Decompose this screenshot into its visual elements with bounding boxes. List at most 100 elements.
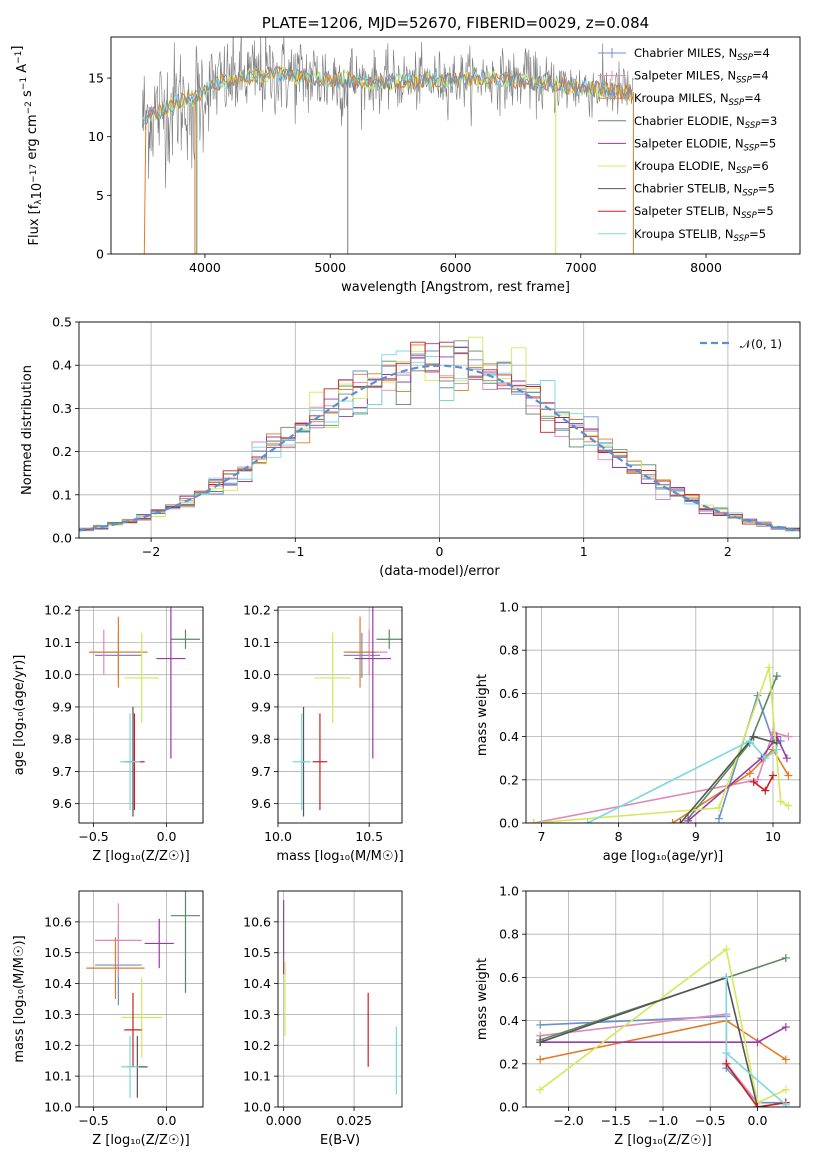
y-tick-label: 10.1 (44, 635, 72, 650)
y-tick-label: 15 (88, 71, 104, 86)
mass-vs-ebv-axes: 0.000 0.025 10.0 10.1 10.2 10.3 10.4 10.5 10.6 (243, 891, 402, 1128)
x-tick-label: 2 (724, 544, 732, 559)
weight-marker (536, 1038, 545, 1047)
weight-line (539, 947, 787, 1104)
ylabel-part: 10 (30, 183, 45, 200)
legend-label-sub: SSP (745, 121, 761, 131)
x-tick-label: 0.025 (336, 1113, 372, 1128)
y-tick-label: 10.1 (243, 1069, 271, 1084)
y-tick-label: 0.4 (499, 729, 519, 744)
weight-marker (714, 803, 723, 812)
legend-label: Salpeter STELIB, NSSP=5 (634, 204, 774, 221)
model-spectrum-line (141, 65, 633, 127)
y-tick-label: 10.6 (243, 914, 271, 929)
x-tick-label: −2.0 (553, 1113, 583, 1128)
weight-marker (772, 745, 781, 754)
legend-label-suffix: =4 (753, 46, 770, 60)
weight-marker (753, 1103, 762, 1107)
weight-marker (536, 1085, 545, 1094)
weight-marker (781, 953, 790, 962)
legend-label-suffix: =5 (757, 204, 774, 218)
observed-spectrum-line (142, 37, 634, 189)
y-tick-label: 10.4 (243, 976, 271, 991)
legend-label-suffix: =5 (758, 182, 775, 196)
weight-marker (765, 663, 774, 672)
weight-marker (784, 771, 793, 780)
residuals-ylabel: Normed distribution (20, 365, 35, 495)
legend-label-text: Chabrier STELIB, N (634, 182, 742, 196)
mass-vs-Z-points (86, 891, 201, 1098)
age-vs-mass-points (292, 607, 402, 817)
legend-label-sub: SSP (744, 143, 760, 153)
y-tick-label: 1.0 (499, 600, 519, 615)
weight-marker (722, 1049, 731, 1057)
weight-marker (781, 1085, 790, 1094)
weight-marker (761, 786, 770, 795)
weight-marker (768, 771, 777, 780)
weight-marker (781, 1100, 790, 1107)
legend-label: Kroupa STELIB, NSSP=5 (634, 227, 766, 244)
residuals-xlabel: (data-model)/error (379, 564, 500, 579)
x-tick-label: 0.0 (748, 1113, 768, 1128)
weight-line (587, 739, 778, 823)
weight-marker (745, 736, 754, 745)
weight-marker (781, 1023, 790, 1032)
y-tick-label: 10.4 (44, 976, 72, 991)
weight-marker (745, 769, 754, 778)
weight-marker (761, 754, 770, 763)
weight-marker (772, 672, 781, 681)
weight-marker (722, 945, 731, 954)
age-vs-mass-frame (277, 606, 403, 824)
y-tick-label: 9.9 (52, 699, 72, 714)
y-tick-label: 0 (96, 247, 104, 262)
spectrum-axes: 4000 5000 6000 7000 8000 0 5 10 15 (88, 71, 722, 275)
y-tick-label: 0.0 (499, 816, 519, 831)
legend-label-text: Kroupa MILES, N (634, 91, 729, 105)
normal-curve (79, 364, 800, 532)
y-tick-label: 9.7 (251, 764, 271, 779)
legend-label-suffix: =3 (760, 114, 777, 128)
weight-marker (749, 732, 758, 741)
y-tick-label: 10.1 (243, 635, 271, 650)
x-tick-label: 9 (692, 829, 700, 844)
weight-vs-Z-axes: −2.0 −1.5 −1.0 −0.5 0.0 0.0 0.2 0.4 0.6 0.8 1.0 (499, 884, 800, 1128)
legend-label-text: Chabrier MILES, N (634, 46, 737, 60)
weight-marker (784, 801, 793, 810)
ylabel-part: ] (10, 46, 25, 51)
ylabel-part: A (15, 64, 30, 77)
weight-marker (768, 728, 777, 737)
weight-marker (722, 1059, 731, 1068)
age-vs-Z-points (89, 607, 201, 817)
weight-marker (676, 819, 685, 823)
weight-marker (781, 1055, 790, 1064)
y-tick-label: 0.1 (52, 487, 72, 502)
ylabel-part: λ (34, 199, 44, 205)
x-tick-label: −1.0 (648, 1113, 678, 1128)
age-vs-Z-ylabel: age [log₁₀(age/yr)] (12, 655, 27, 776)
weight-line (540, 1013, 759, 1104)
x-tick-label: 7000 (565, 260, 597, 275)
x-tick-label: 4000 (189, 260, 221, 275)
y-tick-label: 0.2 (499, 772, 519, 787)
ylabel-part: Flux [f (27, 204, 42, 245)
x-tick-label: 0.0 (157, 829, 177, 844)
mass-vs-ebv-points (283, 900, 397, 1095)
y-tick-label: 9.7 (52, 764, 72, 779)
weight-marker (749, 777, 758, 786)
weight-vs-age-xlabel: age [log₁₀(age/yr)] (603, 849, 724, 864)
y-tick-label: 10.0 (243, 1100, 271, 1115)
y-tick-label: 10.0 (44, 667, 72, 682)
y-tick-label: 0.2 (52, 444, 72, 459)
x-tick-label: 0 (436, 544, 444, 559)
y-tick-label: 10.2 (243, 603, 271, 618)
y-tick-label: 0.8 (499, 643, 519, 658)
weight-marker (776, 797, 785, 806)
legend-label-suffix: =6 (752, 159, 769, 173)
x-tick-label: −0.5 (695, 1113, 725, 1128)
mass-vs-Z-frame (78, 890, 204, 1108)
x-tick-label: 10 (765, 829, 781, 844)
mass-vs-Z-axes: −0.5 0.0 10.0 10.1 10.2 10.3 10.4 10.5 10.6 (44, 891, 203, 1128)
x-tick-label: −2 (142, 544, 160, 559)
y-tick-label: 10.0 (44, 1100, 72, 1115)
